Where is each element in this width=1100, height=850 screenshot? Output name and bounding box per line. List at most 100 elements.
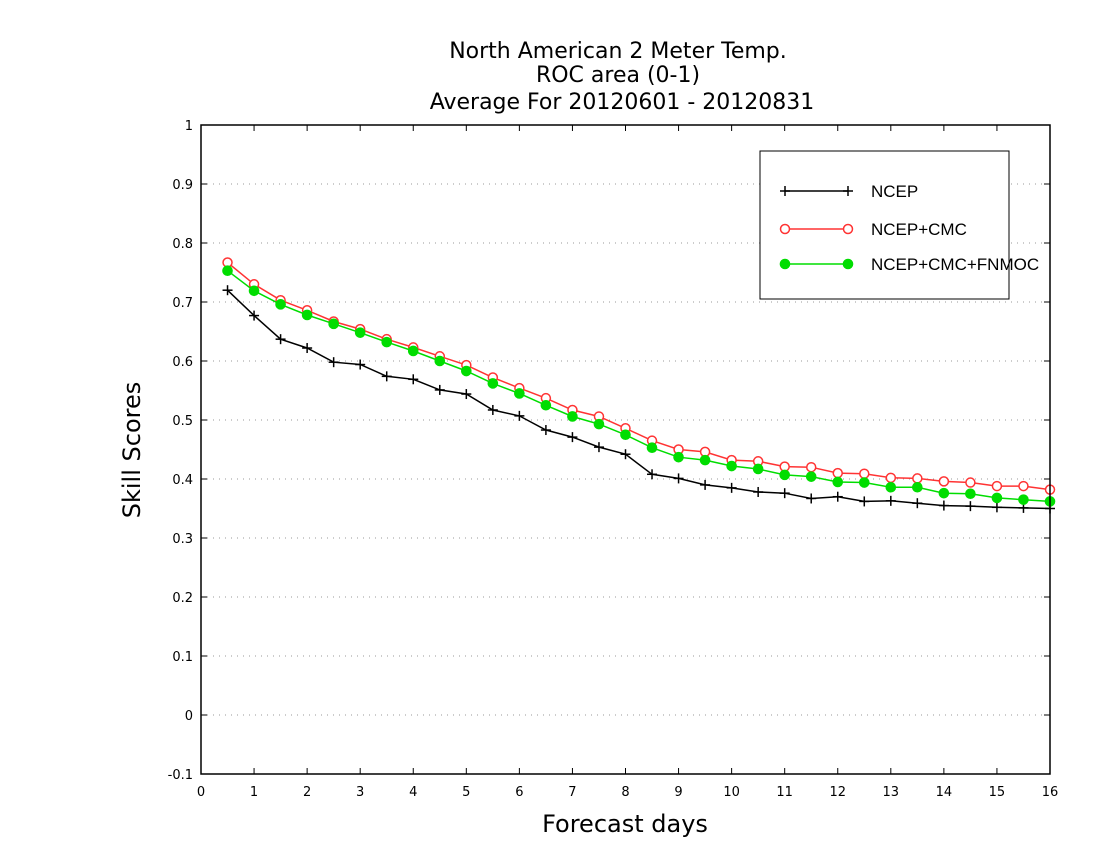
data-point	[381, 371, 392, 382]
data-point	[620, 449, 631, 460]
legend-box	[759, 150, 1010, 300]
data-point	[1018, 494, 1029, 505]
chart-title-line-2: ROC area (0-1)	[536, 63, 700, 88]
legend-item: NCEP+CMC+FNMOC	[779, 255, 1039, 274]
series-ncep-cmc-fnmoc	[222, 265, 1056, 507]
y-tick-label: -0.1	[168, 768, 193, 783]
y-tick-label: 0	[185, 709, 193, 724]
chart-title: North American 2 Meter Temp. ROC area (0…	[430, 39, 815, 115]
data-point	[222, 285, 233, 296]
data-point	[965, 477, 976, 488]
data-point	[965, 501, 976, 512]
plot-frame	[200, 124, 1051, 775]
x-tick-label: 9	[674, 785, 682, 800]
y-tick-label: 0.7	[172, 296, 193, 311]
data-point	[832, 467, 843, 479]
legend-marker	[842, 223, 854, 235]
y-tick-label: 0.9	[172, 178, 193, 193]
data-point	[302, 343, 313, 354]
data-point	[752, 463, 764, 475]
data-point	[699, 454, 711, 466]
y-tick-label: 0.2	[172, 591, 193, 606]
chart-title-line-3: Average For 20120601 - 20120831	[430, 90, 815, 115]
data-point	[885, 481, 897, 493]
legend-label: NCEP+CMC+FNMOC	[871, 255, 1039, 274]
data-point	[434, 384, 445, 395]
legend-item: NCEP+CMC	[779, 220, 967, 239]
data-point	[249, 310, 260, 321]
data-point	[805, 461, 817, 473]
data-point	[647, 469, 658, 480]
legend-marker	[843, 186, 853, 196]
data-point	[461, 389, 472, 400]
data-point	[408, 374, 419, 385]
data-point	[938, 476, 950, 487]
series-layer	[222, 257, 1056, 514]
y-tick-label: 0.3	[172, 532, 193, 547]
data-point	[938, 500, 949, 511]
y-tick-label: 0.6	[172, 355, 193, 370]
data-point	[912, 498, 923, 509]
x-tick-label: 6	[515, 785, 523, 800]
data-point	[646, 442, 658, 454]
data-point	[991, 492, 1003, 504]
data-point	[567, 432, 578, 443]
data-point	[407, 345, 419, 357]
data-point	[859, 496, 870, 507]
x-tick-label: 13	[883, 785, 900, 800]
data-point	[487, 404, 498, 415]
data-point	[328, 357, 339, 368]
x-tick-label: 12	[829, 785, 846, 800]
legend-marker	[780, 186, 790, 196]
x-tick-label: 8	[621, 785, 629, 800]
data-point	[248, 285, 260, 297]
y-tick-label: 1	[185, 119, 193, 134]
data-point	[726, 460, 737, 472]
data-point	[354, 327, 366, 338]
data-point	[885, 472, 897, 484]
data-point	[461, 365, 472, 377]
x-tick-label: 16	[1042, 785, 1059, 800]
data-point	[832, 476, 844, 488]
x-tick-label: 0	[197, 785, 205, 800]
data-point	[222, 265, 233, 277]
legend: NCEP NCEP+CMC NCEP+CMC+FNMOC	[759, 150, 1039, 300]
data-point	[514, 410, 525, 421]
legend-marker	[779, 258, 791, 270]
data-point	[593, 442, 604, 453]
x-tick-label: 10	[723, 785, 740, 800]
legend-item: NCEP	[780, 182, 918, 201]
data-point	[805, 471, 817, 482]
data-point	[381, 336, 393, 348]
data-point	[620, 429, 631, 441]
data-point	[355, 359, 366, 370]
x-tick-label: 11	[776, 785, 793, 800]
y-axis-label: Skill Scores	[118, 382, 146, 519]
x-axis-ticks: 0 1 2 3 4 5 6 7 8 9 10 11 12 13 14 15 16	[197, 125, 1058, 800]
x-tick-label: 5	[462, 785, 470, 800]
data-point	[1018, 480, 1029, 492]
data-point	[806, 493, 817, 504]
data-point	[832, 491, 843, 502]
x-tick-label: 3	[356, 785, 364, 800]
legend-label: NCEP+CMC	[871, 220, 967, 239]
x-tick-label: 2	[303, 785, 311, 800]
y-tick-label: 0.1	[172, 650, 193, 665]
data-point	[301, 309, 313, 321]
legend-marker	[842, 258, 854, 270]
data-point	[328, 318, 339, 330]
data-point	[540, 425, 551, 436]
data-point	[991, 480, 1003, 492]
y-tick-label: 0.8	[172, 237, 193, 252]
x-tick-label: 14	[936, 785, 953, 800]
series-line	[227, 270, 1051, 503]
data-point	[885, 495, 896, 506]
data-point	[779, 469, 790, 481]
data-point	[912, 473, 923, 484]
series-ncep	[222, 285, 1055, 514]
data-point	[753, 486, 764, 497]
data-point	[540, 399, 552, 411]
x-tick-label: 7	[568, 785, 576, 800]
y-tick-label: 0.4	[172, 473, 193, 488]
